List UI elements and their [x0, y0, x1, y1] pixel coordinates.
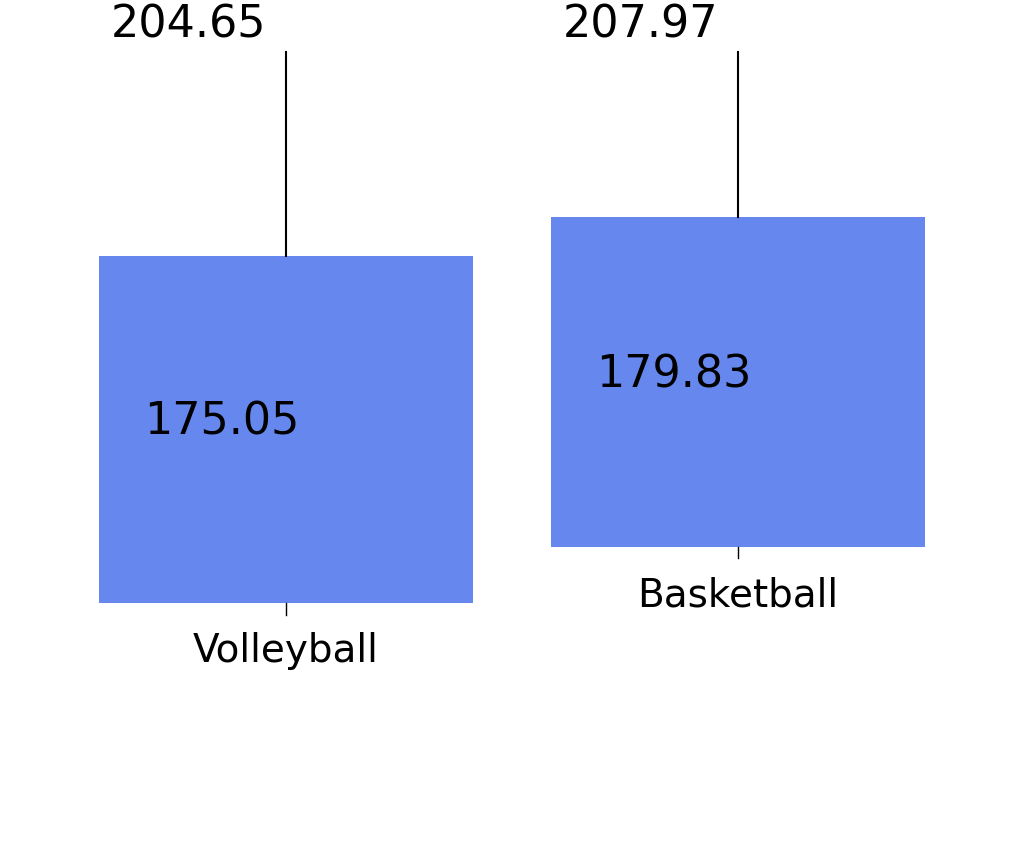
- Text: 179.83: 179.83: [596, 354, 752, 397]
- Text: 207.97: 207.97: [563, 3, 719, 46]
- Text: Volleyball: Volleyball: [193, 632, 379, 670]
- Text: Basketball: Basketball: [638, 576, 839, 614]
- Bar: [99, 256, 473, 603]
- Text: 175.05: 175.05: [144, 401, 299, 444]
- Bar: [551, 217, 925, 546]
- Text: 204.65: 204.65: [111, 3, 266, 46]
